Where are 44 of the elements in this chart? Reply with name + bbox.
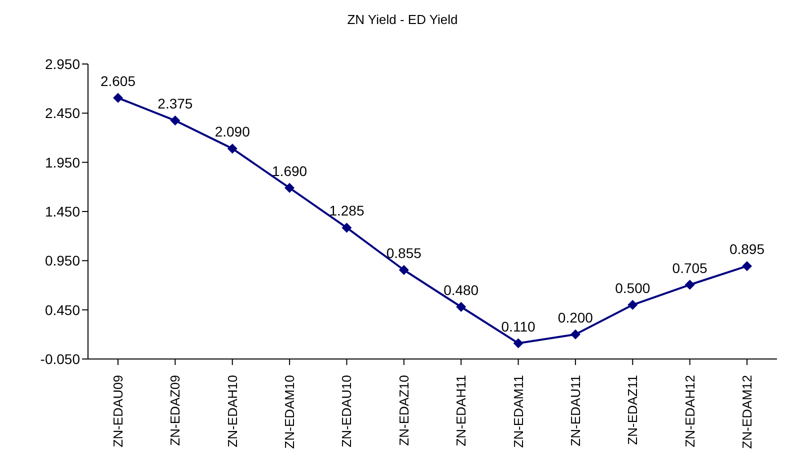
text: 0.200 (558, 309, 593, 326)
text: 0.855 (386, 245, 422, 262)
point (628, 300, 638, 310)
point (113, 92, 123, 103)
point (342, 222, 352, 233)
point (513, 338, 524, 348)
x-tick-label: ZN-EDAM10 (282, 375, 298, 449)
x-tick-label: ZN-EDAZ11 (625, 375, 640, 445)
text: 0.895 (729, 241, 765, 258)
y-tick-label: 2.950 (44, 56, 80, 72)
text: 1.285 (329, 202, 364, 219)
point (398, 265, 409, 276)
text: 0.480 (444, 282, 479, 298)
x-tick-label: ZN-EDAM12 (740, 375, 754, 449)
text: 2.375 (158, 96, 193, 112)
y-tick-label: 0.450 (44, 302, 80, 318)
point (570, 329, 580, 340)
x-tick-label: ZN-EDAZ09 (168, 375, 183, 446)
y-tick-label: 1.450 (44, 203, 80, 220)
x-tick-label: ZN-EDAH11 (454, 375, 469, 446)
y-tick-label: -0.050 (40, 350, 80, 367)
text: 0.500 (615, 280, 650, 296)
point (684, 280, 695, 290)
point (742, 261, 752, 272)
chart-title: ZN Yield - ED Yield (346, 11, 459, 29)
y-tick-label: 0.950 (44, 252, 80, 269)
y-tick-label: 1.950 (44, 154, 80, 170)
x-tick-label: ZN-EDAU11 (568, 375, 583, 446)
point (456, 302, 466, 312)
text: 1.690 (272, 162, 308, 179)
point (284, 182, 295, 193)
y-tick-label: 2.450 (44, 105, 80, 122)
text: 2.605 (100, 72, 136, 89)
x-tick-label: ZN-EDAU09 (110, 375, 126, 448)
x-tick-label: ZN-EDAZ10 (396, 375, 412, 446)
text: 0.110 (501, 318, 536, 334)
point (170, 116, 180, 126)
x-tick-label: ZN-EDAH10 (224, 375, 240, 448)
x-tick-label: ZN-EDAH12 (682, 375, 698, 448)
x-tick-label: ZN-EDAU10 (339, 375, 354, 448)
x-tick-label: ZN-EDAM11 (510, 375, 526, 448)
text: 2.090 (214, 124, 250, 140)
text: 0.705 (672, 260, 708, 276)
point (227, 144, 238, 154)
